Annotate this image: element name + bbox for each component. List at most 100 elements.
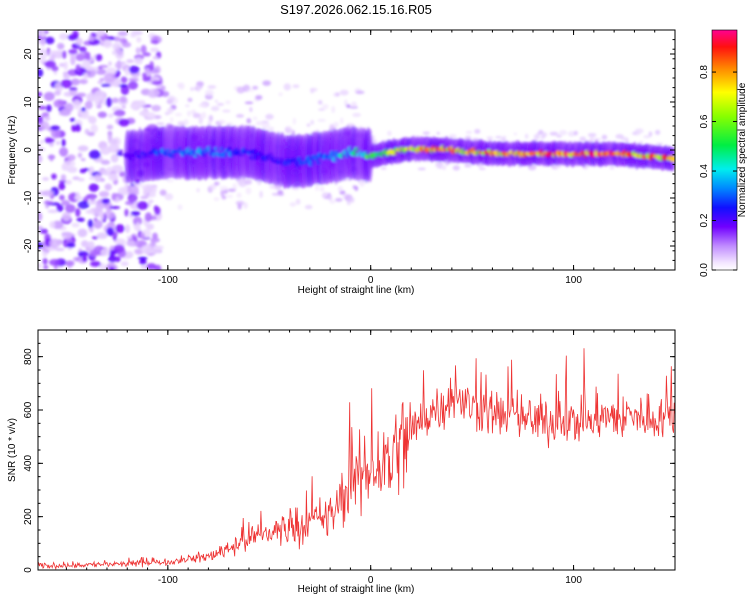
- heatmap-noise-cell: [87, 131, 95, 137]
- colorbar-tick-label: 0.2: [699, 213, 710, 227]
- heatmap-noise-cell: [126, 235, 133, 240]
- heatmap-noise-cell: [115, 49, 124, 60]
- heatmap-noise-cell: [72, 30, 79, 40]
- heatmap-noise-cell: [65, 204, 76, 213]
- heatmap-noise-cell: [94, 67, 99, 72]
- heatmap-noise-cell: [174, 112, 183, 117]
- heatmap-noise-cell: [183, 119, 189, 126]
- heatmap-noise-cell: [144, 212, 152, 222]
- heatmap-noise-cell: [207, 120, 212, 125]
- heatmap-noise-cell: [111, 50, 117, 56]
- heatmap-noise-cell: [164, 194, 173, 197]
- heatmap-noise-cell: [77, 145, 89, 152]
- heatmap-noise-cell: [190, 87, 194, 91]
- bottom-plot-frame: [37, 329, 676, 571]
- heatmap-noise-cell: [50, 129, 61, 139]
- heatmap-noise-cell: [65, 260, 75, 267]
- heatmap-noise-cell: [72, 99, 82, 110]
- heatmap-noise-cell: [66, 154, 76, 161]
- heatmap-noise-cell: [120, 76, 128, 84]
- heatmap-noise-cell: [249, 107, 253, 113]
- heatmap-noise-cell: [261, 120, 269, 124]
- heatmap-noise-cell: [79, 168, 87, 174]
- heatmap-noise-cell: [97, 111, 108, 118]
- heatmap-noise-cell: [124, 208, 129, 217]
- heatmap-noise-cell: [227, 188, 236, 192]
- heatmap-noise-cell: [573, 130, 579, 136]
- heatmap-noise-cell: [474, 128, 481, 134]
- heatmap-noise-cell: [495, 136, 502, 139]
- heatmap-noise-cell: [277, 192, 285, 196]
- heatmap-noise-cell: [247, 89, 255, 92]
- heatmap-noise-cell: [252, 85, 259, 90]
- heatmap-noise-cell: [295, 198, 301, 205]
- heatmap-noise-cell: [88, 149, 101, 160]
- heatmap-noise-cell: [310, 120, 314, 125]
- heatmap-noise-cell: [99, 263, 106, 270]
- heatmap-noise-cell: [149, 60, 154, 71]
- heatmap-noise-cell: [74, 123, 82, 132]
- heatmap-noise-cell: [318, 108, 325, 111]
- heatmap-noise-cell: [237, 203, 242, 210]
- heatmap-noise-cell: [204, 89, 214, 97]
- heatmap-noise-cell: [136, 201, 149, 210]
- heatmap-noise-cell: [38, 154, 43, 164]
- heatmap-noise-cell: [218, 119, 225, 125]
- heatmap-noise-cell: [186, 110, 192, 117]
- heatmap-noise-cell: [94, 174, 103, 183]
- x-tick-label: 0: [368, 275, 374, 286]
- heatmap-noise-cell: [48, 50, 60, 55]
- heatmap-noise-cell: [90, 124, 99, 134]
- heatmap-noise-cell: [106, 124, 114, 130]
- heatmap-noise-cell: [130, 104, 138, 109]
- heatmap-noise-cell: [42, 251, 48, 258]
- heatmap-noise-cell: [88, 116, 97, 124]
- heatmap-noise-cell: [51, 173, 57, 180]
- heatmap-noise-cell: [39, 40, 47, 45]
- heatmap-noise-cell: [119, 171, 126, 177]
- heatmap-noise-cell: [465, 130, 473, 134]
- heatmap-noise-cell: [524, 133, 529, 139]
- colorbar-tick-label: 0.0: [699, 263, 710, 277]
- heatmap-noise-cell: [135, 222, 141, 231]
- heatmap-noise-cell: [631, 131, 638, 135]
- heatmap-noise-cell: [210, 183, 217, 190]
- heatmap-noise-cell: [114, 61, 123, 69]
- heatmap-noise-cell: [77, 177, 85, 182]
- heatmap-noise-cell: [103, 39, 113, 49]
- heatmap-marks: [38, 30, 675, 270]
- y-tick-label: 400: [23, 455, 34, 472]
- heatmap-noise-cell: [226, 194, 234, 198]
- colorbar-tick-label: 0.8: [699, 65, 710, 79]
- heatmap-noise-cell: [352, 185, 357, 189]
- heatmap-noise-cell: [329, 199, 336, 204]
- heatmap-noise-cell: [579, 136, 587, 142]
- heatmap-noise-cell: [126, 239, 136, 246]
- x-tick-label: 100: [565, 275, 582, 286]
- heatmap-noise-cell: [106, 227, 114, 236]
- heatmap-noise-cell: [68, 49, 78, 55]
- heatmap-noise-cell: [255, 95, 263, 101]
- bottom-x-axis: -100 0 100: [65, 330, 676, 586]
- heatmap-noise-cell: [88, 176, 96, 181]
- heatmap-noise-cell: [556, 134, 562, 138]
- heatmap-noise-cell: [121, 105, 126, 109]
- heatmap-noise-cell: [151, 104, 161, 112]
- heatmap-noise-cell: [54, 90, 62, 96]
- heatmap-noise-cell: [105, 97, 113, 108]
- y-tick-label: -20: [23, 238, 34, 253]
- heatmap-noise-cell: [89, 260, 101, 267]
- heatmap-noise-cell: [59, 33, 69, 40]
- heatmap-noise-cell: [55, 140, 61, 146]
- heatmap-noise-cell: [289, 202, 297, 207]
- heatmap-noise-cell: [49, 238, 61, 249]
- heatmap-noise-cell: [62, 50, 67, 60]
- heatmap-noise-cell: [269, 185, 278, 189]
- heatmap-noise-cell: [50, 125, 61, 131]
- heatmap-noise-cell: [168, 95, 176, 102]
- heatmap-noise-cell: [146, 263, 157, 270]
- heatmap-noise-cell: [145, 185, 154, 193]
- heatmap-noise-cell: [225, 100, 231, 105]
- heatmap-noise-cell: [214, 99, 219, 103]
- heatmap-noise-cell: [93, 217, 98, 222]
